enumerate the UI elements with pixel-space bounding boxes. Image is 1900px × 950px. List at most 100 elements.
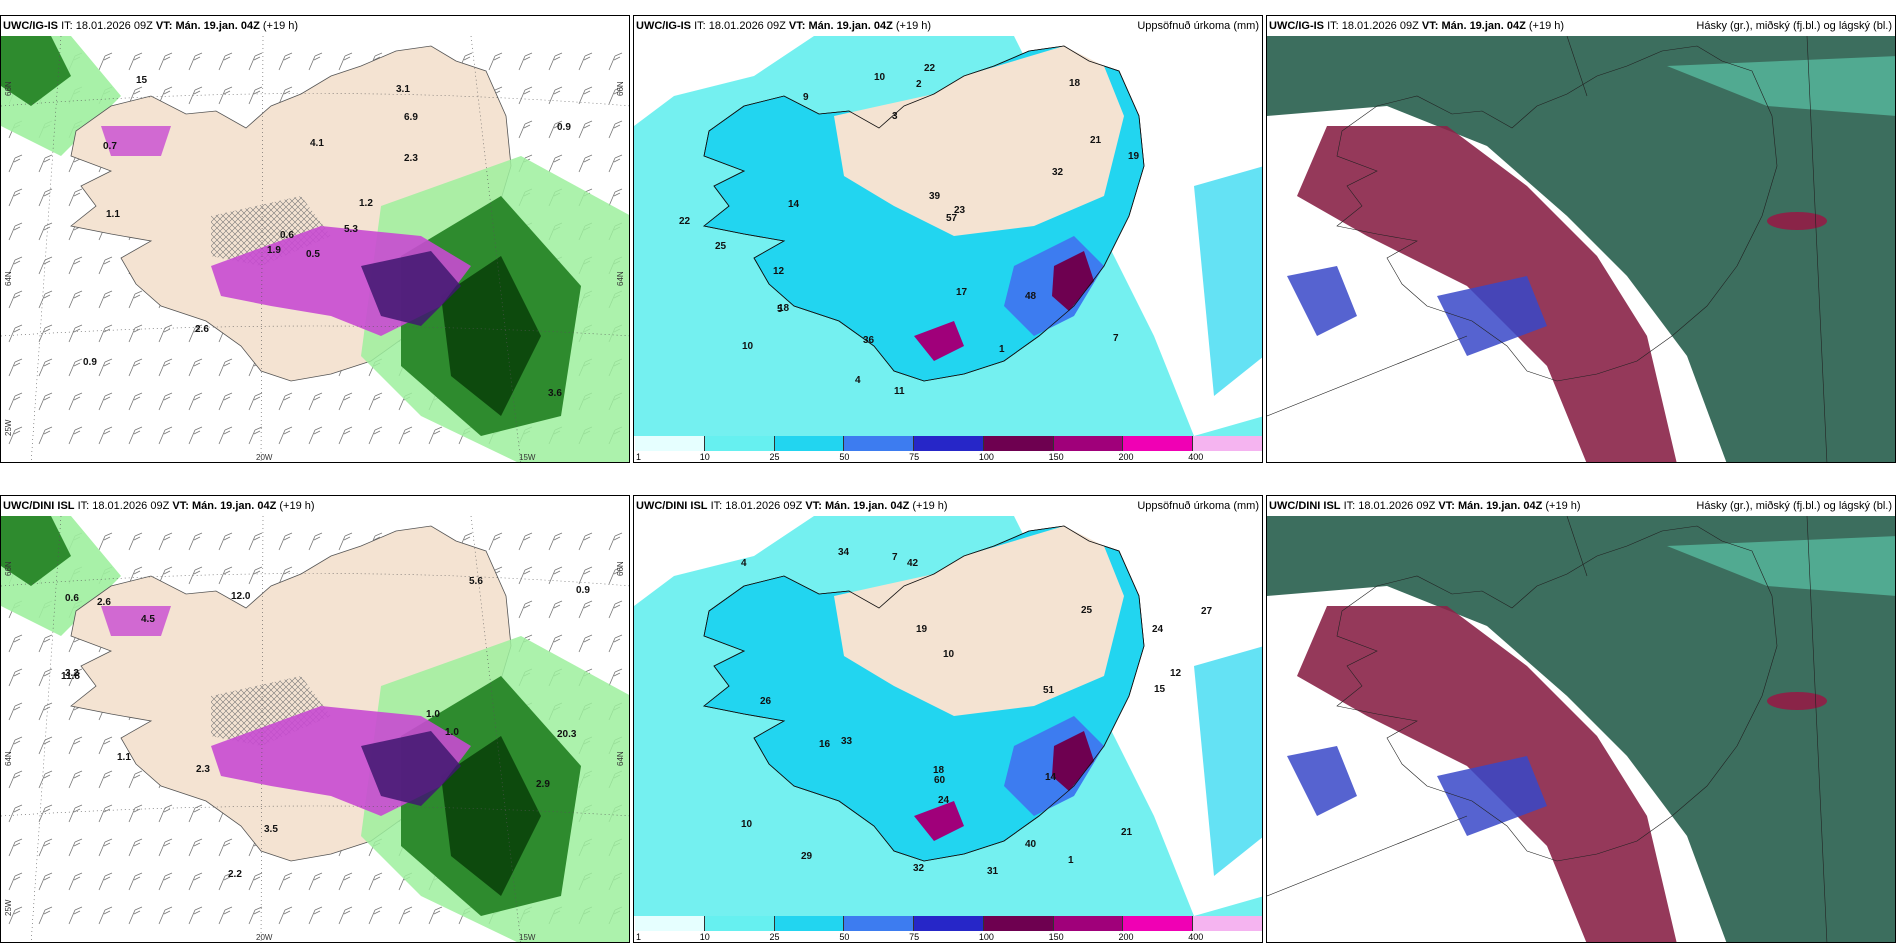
- vt-label: VT:: [805, 500, 822, 512]
- wind-barb: [128, 804, 143, 823]
- colorbar-tick-label: 200: [1118, 452, 1134, 462]
- map-value-label: 23: [954, 205, 966, 216]
- axis-label: 66N: [616, 81, 625, 96]
- snow-precip-area: [361, 251, 461, 326]
- wind-barb: [38, 702, 53, 721]
- wind-barb: [218, 358, 233, 377]
- map-value-label: 0.9: [576, 585, 590, 596]
- wind-barb: [338, 906, 353, 925]
- it-value: 18.01.2026 09Z: [725, 500, 803, 512]
- map-value-label: 40: [1025, 839, 1037, 850]
- precip-area: [1052, 731, 1094, 791]
- coastline: [703, 525, 1145, 862]
- wind-barb: [548, 600, 563, 619]
- panel-dini-accum-precip: UWC/DINI ISL IT: 18.01.2026 09Z VT: Mán.…: [633, 495, 1263, 943]
- map-value-label: 4.1: [310, 138, 324, 149]
- axis-label: 66N: [4, 561, 13, 576]
- colorbar-segment: [704, 916, 775, 931]
- wind-barb: [218, 52, 233, 71]
- map-value-label: 10: [943, 649, 955, 660]
- wind-barb: [218, 86, 233, 105]
- colorbar-tick-label: 50: [839, 932, 850, 942]
- wind-barb: [8, 154, 23, 173]
- wind-barb: [158, 324, 173, 343]
- colorbar: 1 10 25 50 75 100 150 200 400: [634, 914, 1262, 942]
- wind-barb: [548, 86, 563, 105]
- wind-barb: [98, 324, 113, 343]
- wind-barb: [488, 532, 503, 551]
- map-value-label: 0.6: [65, 593, 79, 604]
- wind-barb: [338, 872, 353, 891]
- map-value-label: 7: [892, 552, 898, 563]
- vt-value: Mán. 19.jan. 04Z: [1457, 500, 1543, 512]
- wind-barb: [518, 600, 533, 619]
- wind-barb: [8, 222, 23, 241]
- colorbar-tick-label: 25: [769, 452, 780, 462]
- wind-barb: [38, 634, 53, 653]
- colorbar-segment: [1053, 436, 1124, 451]
- wind-barb: [518, 52, 533, 71]
- wind-barb: [398, 426, 413, 445]
- wind-barb: [68, 426, 83, 445]
- snow-precip-area: [361, 731, 461, 806]
- lead-time: (+19 h): [1528, 20, 1565, 32]
- map-value-label: 12: [773, 266, 785, 277]
- wind-barb: [188, 52, 203, 71]
- it-value: 18.01.2026 09Z: [1341, 20, 1419, 32]
- graticule: [1, 36, 629, 462]
- map-svg: [1267, 516, 1895, 942]
- panel-header: UWC/IG-IS IT: 18.01.2026 09Z VT: Mán. 19…: [1267, 16, 1895, 36]
- wind-barb: [518, 86, 533, 105]
- map-value-label: 12: [1170, 668, 1182, 679]
- axis-label: 64N: [616, 271, 625, 286]
- it-label: IT:: [694, 20, 706, 32]
- wind-barb: [338, 52, 353, 71]
- wind-barb: [158, 358, 173, 377]
- wind-barb: [248, 86, 263, 105]
- wind-barb: [578, 600, 593, 619]
- panel-ig-precip-type: UWC/IG-IS IT: 18.01.2026 09Z VT: Mán. 19…: [0, 15, 630, 463]
- map-value-label: 3.1: [396, 84, 410, 95]
- vt-value: Mán. 19.jan. 04Z: [824, 500, 910, 512]
- panel-ig-accum-precip: UWC/IG-IS IT: 18.01.2026 09Z VT: Mán. 19…: [633, 15, 1263, 463]
- wind-barb: [8, 668, 23, 687]
- wind-barb: [8, 906, 23, 925]
- axis-label: 15W: [519, 933, 536, 942]
- wind-barb: [98, 256, 113, 275]
- colorbar-segment: [914, 916, 984, 931]
- wind-barb: [68, 324, 83, 343]
- wind-barb: [218, 838, 233, 857]
- map-value-label: 2.3: [404, 153, 418, 164]
- low-cloud-area: [1287, 266, 1357, 336]
- wind-barb: [608, 120, 623, 139]
- wind-barb: [98, 358, 113, 377]
- map-area: 0.5 0.7 0.6 0.9 1.2 2.6 3.1 4.1 6.9 5.3 15 3.6 1.1 0.…: [1, 36, 629, 462]
- lead-time: (+19 h): [1545, 500, 1581, 512]
- lead-time: (+19 h): [912, 500, 948, 512]
- map-value-label: 27: [1201, 606, 1213, 617]
- wind-barb: [248, 532, 263, 551]
- map-value-label: 60: [934, 775, 946, 786]
- wind-barb: [578, 634, 593, 653]
- wind-barb: [578, 52, 593, 71]
- wind-barb: [98, 290, 113, 309]
- map-value-label: 3: [892, 111, 898, 122]
- colorbar-segment: [635, 436, 705, 451]
- model-name: UWC/DINI ISL: [3, 500, 75, 512]
- wind-barb: [68, 770, 83, 789]
- vt-value: Mán. 19.jan. 04Z: [1441, 20, 1526, 32]
- wind-barb: [98, 872, 113, 891]
- panel-header: UWC/IG-IS IT: 18.01.2026 09Z VT: Mán. 19…: [1, 16, 629, 36]
- vt-label: VT:: [155, 20, 173, 32]
- axis-label: 64N: [616, 751, 625, 766]
- precip-area: [1, 516, 71, 586]
- wind-barb: [278, 872, 293, 891]
- borders: [1267, 36, 1828, 462]
- map-value-label: 42: [907, 558, 919, 569]
- wind-barb: [68, 872, 83, 891]
- wind-barb: [548, 154, 563, 173]
- map-value-label: 26: [760, 696, 772, 707]
- map-value-labels: 0.5 0.7 0.6 0.9 1.2 2.6 3.1 4.1 6.9 5.3 15 3.6 1.1 0.…: [83, 75, 571, 399]
- snow-precip-area: [101, 606, 171, 636]
- precip-area: [1194, 646, 1262, 876]
